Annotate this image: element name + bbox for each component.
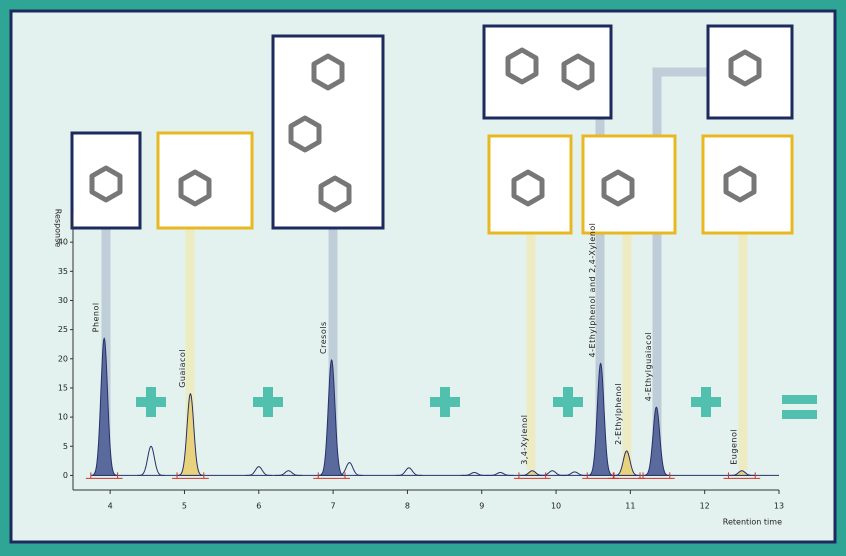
y-tick-label: 30 <box>58 296 68 305</box>
y-tick-label: 5 <box>63 442 68 451</box>
y-tick-label: 0 <box>63 471 68 480</box>
peak-label: 4-Ethylguaiacol <box>644 332 653 401</box>
x-tick-label: 11 <box>625 502 635 511</box>
x-tick-label: 5 <box>182 502 187 511</box>
x-tick-label: 10 <box>551 502 561 511</box>
peak-label: Eugenol <box>729 429 738 465</box>
x-tick-label: 8 <box>405 502 410 511</box>
equals-sign <box>782 395 817 404</box>
x-tick-label: 4 <box>108 502 113 511</box>
molecule-box <box>72 133 140 228</box>
peak-label: 3,4-Xylenol <box>520 414 529 464</box>
molecule-box <box>708 26 792 118</box>
y-tick-label: 20 <box>58 354 68 363</box>
y-tick-label: 15 <box>58 383 68 392</box>
peak-label: Cresols <box>319 321 328 354</box>
peak-label: Guaiacol <box>178 349 187 388</box>
y-tick-label: 40 <box>58 238 68 247</box>
chart: Response Retention time 0510152025303540… <box>0 0 846 556</box>
peak-label: 4-Ethylphenol and 2,4-Xylenol <box>588 223 597 358</box>
x-tick-label: 6 <box>256 502 261 511</box>
page: Response Retention time 0510152025303540… <box>0 0 846 556</box>
molecule-box <box>489 136 571 233</box>
x-tick-label: 7 <box>331 502 336 511</box>
molecule-box <box>703 136 792 233</box>
equals-sign <box>782 410 817 419</box>
x-tick-label: 12 <box>700 502 710 511</box>
y-tick-label: 35 <box>58 267 68 276</box>
peak-label: 2-Ethylphenol <box>614 383 623 445</box>
y-tick-label: 25 <box>58 325 68 334</box>
molecule-box <box>583 136 675 233</box>
y-tick-label: 10 <box>58 413 68 422</box>
x-tick-label: 13 <box>774 502 784 511</box>
x-axis-title: Retention time <box>723 518 782 527</box>
x-tick-label: 9 <box>479 502 484 511</box>
peak-label: Phenol <box>92 302 101 332</box>
